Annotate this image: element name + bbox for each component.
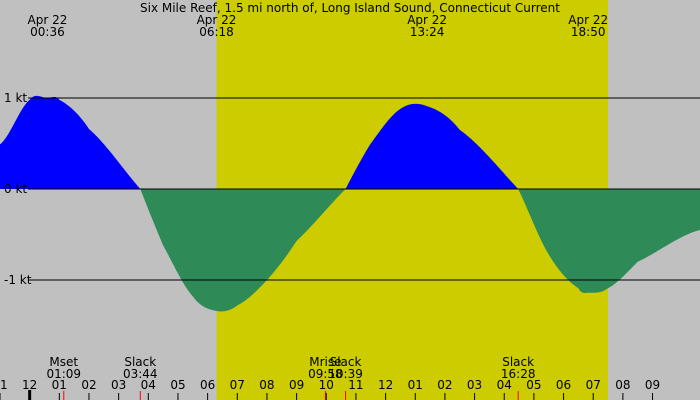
- x-tick-label: 01: [408, 378, 423, 392]
- top-date-label: Apr 22: [568, 13, 608, 27]
- x-tick: 04: [141, 378, 156, 400]
- y-gridlines: [28, 97, 700, 281]
- x-tick-label: 01: [52, 378, 67, 392]
- event-name-label: Slack: [330, 355, 362, 369]
- y-axis-labels: 1 kt 0 kt -1 kt: [4, 91, 32, 287]
- x-tick: 05: [526, 378, 542, 400]
- event-name-label: Mset: [49, 355, 78, 369]
- y-tick-label: 0 kt: [4, 182, 27, 196]
- x-tick: 03: [467, 378, 482, 400]
- x-tick-label: 05: [526, 378, 541, 392]
- x-tick: 06: [556, 378, 571, 400]
- x-tick-label: 04: [141, 378, 156, 392]
- x-tick-label: 02: [437, 378, 452, 392]
- x-tick-label: 07: [230, 378, 245, 392]
- top-time-label: 13:24: [410, 25, 445, 39]
- top-time-label: 18:50: [571, 25, 606, 39]
- event-name-label: Slack: [124, 355, 156, 369]
- x-tick: 06: [200, 378, 215, 400]
- event-name-label: Mrise: [309, 355, 341, 369]
- x-tick: 03: [111, 378, 126, 400]
- x-tick-label: 07: [586, 378, 601, 392]
- chart-title: Six Mile Reef, 1.5 mi north of, Long Isl…: [140, 1, 560, 15]
- x-tick: 09: [645, 378, 660, 400]
- x-tick-label: 05: [170, 378, 185, 392]
- x-tick: 08: [615, 378, 631, 400]
- event-time-label: 10:39: [328, 367, 363, 381]
- x-tick: 08: [259, 378, 275, 400]
- x-tick-label: 06: [556, 378, 571, 392]
- event-time-label: 03:44: [123, 367, 158, 381]
- x-tick: 07: [230, 378, 245, 400]
- x-tick: 02: [437, 378, 453, 400]
- x-tick-label: 08: [615, 378, 630, 392]
- x-tick-label: 09: [289, 378, 304, 392]
- top-time-label: 00:36: [30, 25, 65, 39]
- event-time-label: 09:58: [308, 367, 343, 381]
- x-tick-label: 12: [378, 378, 393, 392]
- x-tick-label: 06: [200, 378, 215, 392]
- x-tick-label: 03: [467, 378, 482, 392]
- x-tick: 04: [497, 378, 512, 400]
- x-tick: 12: [378, 378, 393, 400]
- bottom-event-labels: Mset01:09Slack03:44Mrise09:58Slack10:39S…: [46, 355, 535, 400]
- x-tick-label: 11: [0, 378, 8, 392]
- event-time-label: 01:09: [46, 367, 81, 381]
- event-time-label: 16:28: [501, 367, 536, 381]
- x-axis-ticks: 11 12 01 02 03 04 05 06 07 08 09 10 11 12 01 02 03 04 05 06…: [0, 378, 660, 400]
- top-date-label: Apr 22: [197, 13, 237, 27]
- x-tick-label: 11: [348, 378, 363, 392]
- event-name-label: Slack: [502, 355, 534, 369]
- x-tick-label: 12: [22, 378, 37, 392]
- top-date-label: Apr 22: [407, 13, 447, 27]
- x-tick: 07: [586, 378, 601, 400]
- top-time-label: 06:18: [199, 25, 234, 39]
- x-tick-label: 03: [111, 378, 126, 392]
- x-tick-label: 09: [645, 378, 660, 392]
- x-tick: 01: [408, 378, 423, 400]
- x-tick-label: 04: [497, 378, 512, 392]
- flood-current-area: [0, 95, 700, 189]
- x-tick: 11: [0, 378, 8, 400]
- x-tick-label: 08: [259, 378, 274, 392]
- x-tick: 11: [348, 378, 364, 400]
- x-tick: 10: [319, 378, 334, 400]
- x-tick-label: 02: [81, 378, 96, 392]
- top-date-label: Apr 22: [28, 13, 68, 27]
- x-tick: 02: [81, 378, 97, 400]
- y-tick-label: 1 kt: [4, 91, 27, 105]
- x-tick: 01: [52, 378, 67, 400]
- y-tick-label: -1 kt: [4, 273, 32, 287]
- x-tick: 12: [22, 378, 37, 400]
- x-tick-label: 10: [319, 378, 334, 392]
- x-tick: 09: [289, 378, 304, 400]
- x-tick: 05: [170, 378, 186, 400]
- ebb-current-area: [0, 189, 700, 312]
